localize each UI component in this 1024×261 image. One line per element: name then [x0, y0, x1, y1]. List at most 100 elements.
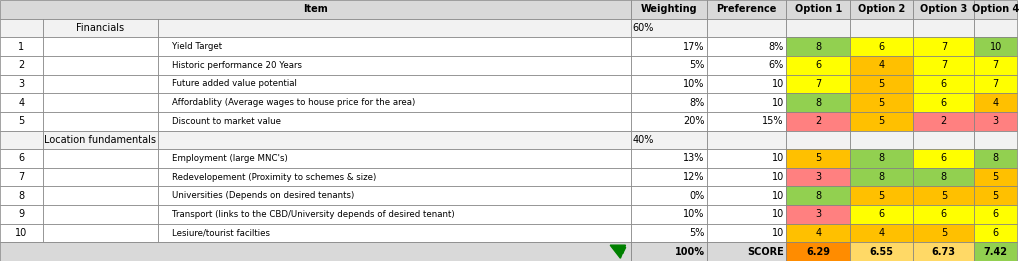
Bar [158, 37, 631, 56]
Bar [631, 75, 707, 93]
Text: 5: 5 [815, 153, 821, 163]
Bar [913, 93, 974, 112]
Bar [0, 19, 43, 37]
Text: 10: 10 [771, 228, 783, 238]
Bar [786, 168, 850, 186]
Bar [974, 149, 1017, 168]
Bar [43, 75, 158, 93]
Bar [786, 224, 850, 242]
Text: 6: 6 [879, 41, 885, 52]
Text: Discount to market value: Discount to market value [172, 117, 281, 126]
Bar [0, 75, 43, 93]
Bar [974, 224, 1017, 242]
Bar [631, 186, 707, 205]
Bar [913, 0, 974, 19]
Bar [974, 0, 1017, 19]
Bar [707, 186, 786, 205]
Bar [913, 75, 974, 93]
Text: 5: 5 [992, 172, 998, 182]
Text: 8: 8 [879, 172, 885, 182]
Text: Transport (links to the CBD/University depends of desired tenant): Transport (links to the CBD/University d… [172, 210, 455, 219]
Text: 3: 3 [815, 209, 821, 220]
Text: 5%: 5% [689, 228, 705, 238]
Bar [158, 130, 631, 149]
Bar [631, 112, 707, 130]
Bar [913, 205, 974, 224]
Text: Redevelopement (Proximity to schemes & size): Redevelopement (Proximity to schemes & s… [172, 173, 376, 182]
Text: 7: 7 [941, 60, 947, 70]
Bar [631, 19, 707, 37]
Bar [158, 168, 631, 186]
Bar [0, 37, 43, 56]
Text: 9: 9 [18, 209, 25, 220]
Bar [0, 0, 631, 19]
Bar [707, 19, 786, 37]
Bar [974, 242, 1017, 261]
Bar [913, 56, 974, 75]
Text: 15%: 15% [762, 116, 783, 126]
Text: 60%: 60% [633, 23, 654, 33]
Bar [974, 75, 1017, 93]
Bar [786, 242, 850, 261]
Text: 5: 5 [941, 228, 947, 238]
Text: 5: 5 [941, 191, 947, 201]
Text: 8: 8 [18, 191, 25, 201]
Text: 5: 5 [992, 191, 998, 201]
Bar [913, 130, 974, 149]
Bar [0, 224, 43, 242]
Text: 6: 6 [879, 209, 885, 220]
Text: 7: 7 [992, 79, 998, 89]
Text: Option 2: Option 2 [858, 4, 905, 14]
Text: 10: 10 [771, 172, 783, 182]
Bar [786, 205, 850, 224]
Text: 5: 5 [18, 116, 25, 126]
Bar [0, 149, 43, 168]
Bar [0, 112, 43, 130]
Text: 17%: 17% [683, 41, 705, 52]
Text: Affordablity (Average wages to house price for the area): Affordablity (Average wages to house pri… [172, 98, 415, 107]
Bar [974, 168, 1017, 186]
Bar [43, 37, 158, 56]
Bar [850, 186, 913, 205]
Bar [707, 149, 786, 168]
Text: 3: 3 [18, 79, 25, 89]
Text: 6.55: 6.55 [869, 247, 894, 257]
Text: 8%: 8% [769, 41, 783, 52]
Text: 6.29: 6.29 [806, 247, 830, 257]
Text: Financials: Financials [76, 23, 124, 33]
Bar [158, 205, 631, 224]
Bar [974, 130, 1017, 149]
Text: Option 3: Option 3 [921, 4, 968, 14]
Text: Yield Target: Yield Target [172, 42, 222, 51]
Text: 4: 4 [992, 98, 998, 108]
Bar [786, 75, 850, 93]
Bar [0, 168, 43, 186]
Bar [974, 93, 1017, 112]
Bar [786, 130, 850, 149]
Bar [631, 56, 707, 75]
Text: Preference: Preference [717, 4, 776, 14]
Bar [0, 205, 43, 224]
Bar [158, 75, 631, 93]
Text: 10: 10 [771, 153, 783, 163]
Text: 10: 10 [15, 228, 28, 238]
Bar [786, 19, 850, 37]
Text: 6: 6 [18, 153, 25, 163]
Bar [631, 37, 707, 56]
Text: 12%: 12% [683, 172, 705, 182]
Bar [786, 56, 850, 75]
Text: 8: 8 [815, 41, 821, 52]
Bar [707, 112, 786, 130]
Bar [0, 242, 631, 261]
Text: 4: 4 [815, 228, 821, 238]
Text: 7: 7 [992, 60, 998, 70]
Bar [43, 224, 158, 242]
Text: 7: 7 [815, 79, 821, 89]
Text: 10: 10 [771, 98, 783, 108]
Bar [850, 149, 913, 168]
Bar [43, 149, 158, 168]
Bar [158, 93, 631, 112]
Text: 5: 5 [879, 79, 885, 89]
Bar [43, 205, 158, 224]
Text: 1: 1 [18, 41, 25, 52]
